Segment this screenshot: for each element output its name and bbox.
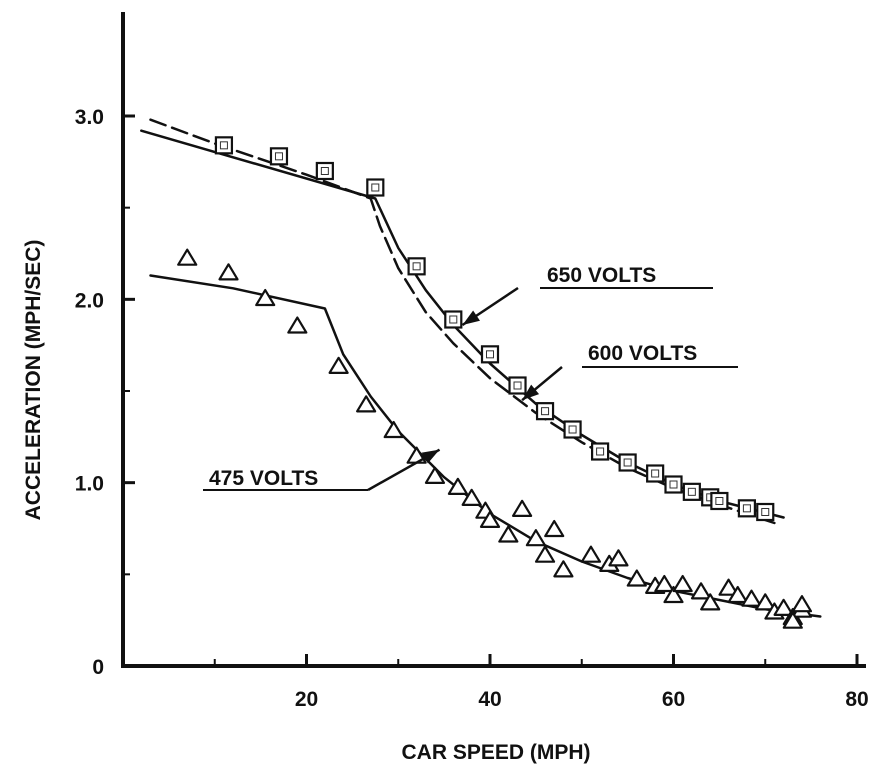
axes [121,12,866,668]
square-point-inner [761,508,770,516]
triangle-point [447,477,468,495]
annotations: 650 VOLTS 600 VOLTS 475 VOLTS [203,264,738,492]
y-axis-title: ACCELERATION (MPH/SEC) [22,240,45,521]
square-point [535,402,555,421]
square-point [618,453,637,472]
triangle-point [580,545,602,563]
square-point-inner [687,487,696,496]
triangle-point [512,499,533,517]
triangle-point [718,578,739,596]
triangle-point [741,589,762,607]
square-point-inner [715,497,724,505]
square-point [269,147,289,166]
square-point-inner [669,480,678,489]
square-point-inner [568,425,577,434]
triangle-point [461,488,482,506]
triangle-point [626,569,647,587]
triangle-point [727,585,748,604]
square-point [756,502,775,522]
triangle-point [479,510,501,528]
y-tick-label: 1.0 [75,473,104,496]
x-tick-label: 60 [662,688,685,711]
square-point [590,442,610,461]
x-tick-label: 80 [845,688,868,711]
x-tick-label: 40 [478,688,501,711]
triangle-point [177,248,198,266]
square-point-inner [513,381,522,390]
square-point [315,161,334,181]
fitted-curves [140,118,822,618]
square-point [682,482,701,501]
triangle-point [663,585,684,604]
square-point [480,345,500,364]
square-point-inner [371,183,380,192]
square-point [710,491,729,511]
x-tick-label: 20 [295,688,318,711]
square-point [214,136,234,155]
triangle-point [525,529,546,547]
curve-600-volts [149,118,776,525]
tick-labels: 20 40 60 80 0 1.0 2.0 3.0 [75,106,869,711]
y-tick-label: 0 [92,656,104,679]
triangle-point [544,519,565,538]
triangle-point [218,263,239,281]
triangle-point [287,316,308,334]
square-point-inner [219,141,228,150]
square-point-inner [596,447,605,456]
square-point-inner [412,262,421,271]
square-point [366,178,385,197]
square-point-inner [274,152,283,161]
triangle-point [553,560,574,578]
square-point [563,420,582,439]
curve-475-volts [149,274,822,618]
annotation-arrowhead [462,310,480,325]
square-point [444,310,463,329]
triangle-point [782,611,803,629]
triangle-point [608,549,629,567]
annotation-arrowhead [421,449,440,464]
y-tick-label: 2.0 [75,289,104,312]
square-point [664,475,683,494]
annotation-label: 650 VOLTS [547,264,656,287]
triangle-point [328,356,349,374]
y-tick-label: 3.0 [75,106,104,129]
triangle-point [654,574,675,593]
annotation-label: 600 VOLTS [588,342,697,365]
square-point [737,499,757,518]
data-points [177,136,813,629]
square-point-inner [320,167,329,175]
square-point-inner [541,407,550,416]
triangle-point [255,288,276,307]
square-point-inner [486,350,494,359]
triangle-point [672,574,693,593]
triangle-point [773,598,794,616]
annotation-arrowhead [522,384,540,401]
annotation-label: 475 VOLTS [209,467,318,490]
square-point [646,464,665,483]
triangle-point [534,545,556,563]
square-point-inner [651,469,660,478]
triangle-point [791,595,813,613]
square-point-inner [742,504,751,513]
triangle-point [498,525,519,543]
square-point-inner [623,458,632,467]
x-axis-title: CAR SPEED (MPH) [401,741,590,764]
triangle-point [755,593,776,611]
square-point [508,376,527,395]
square-point [407,257,426,276]
triangle-point [424,466,446,484]
triangle-point [690,582,712,600]
tick-marks [123,114,859,668]
triangle-point [700,593,721,611]
triangle-point [356,395,377,413]
triangle-point [383,420,404,439]
square-point-inner [449,315,458,324]
